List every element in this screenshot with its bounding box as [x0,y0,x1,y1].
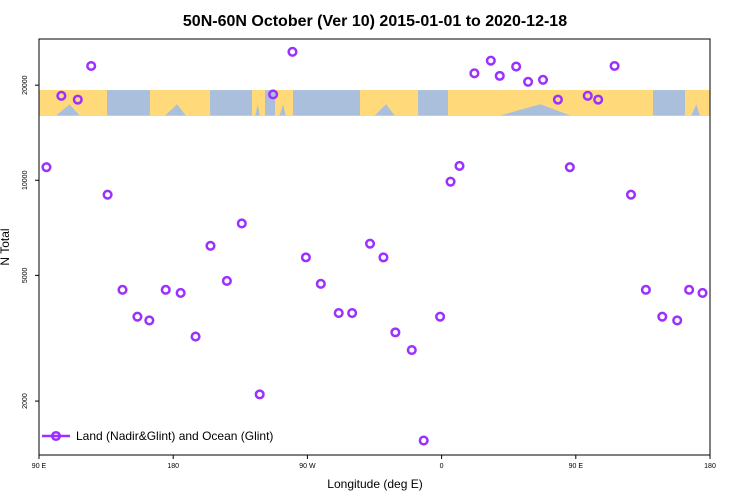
data-point [72,94,83,105]
data-point [609,60,620,72]
y-tick-label-3: 20000 [22,75,29,95]
y-tick-label-1: 5000 [22,267,29,283]
data-point [86,60,97,72]
y-axis-label: N Total [0,228,12,265]
data-point [657,311,668,322]
data-point [593,94,604,105]
data-point [144,315,155,326]
data-point [190,331,201,342]
legend-marker [50,430,62,442]
data-point [268,89,279,100]
data-point [132,311,143,322]
data-point [552,94,563,105]
data-point [625,189,637,200]
band-land-3 [275,90,293,116]
legend-label: Land (Nadir&Glint) and Ocean (Glint) [76,429,273,443]
y-tick-label-2: 10000 [22,170,29,190]
data-point [564,162,575,173]
data-points [41,46,708,446]
data-point [640,284,651,295]
x-tick-label-0: 90 E [32,463,47,470]
y-tick-label-0: 2000 [22,393,29,409]
data-point [445,176,456,187]
data-point [469,68,480,79]
data-point [56,90,67,101]
y-axis: 2000 5000 10000 20000 [22,75,39,409]
data-point [287,46,298,57]
data-point [523,76,534,87]
data-point [494,70,505,81]
data-point [582,90,593,101]
x-axis-label: Longitude (deg E) [327,477,422,491]
data-point [406,345,417,356]
data-point [390,327,401,338]
x-tick-label-3: 0 [440,463,444,470]
chart-title: 50N-60N October (Ver 10) 2015-01-01 to 2… [183,13,567,30]
data-point [333,307,344,319]
data-point [511,61,522,72]
data-point [435,311,446,322]
data-point [160,284,171,295]
band-land-0 [39,90,107,116]
data-point [175,287,186,298]
data-point [378,252,389,263]
data-point [41,162,52,173]
data-point [672,315,683,326]
data-point [454,160,465,171]
data-point [364,238,376,249]
x-axis: 90 E 180 90 W 0 90 E 180 [32,455,716,470]
data-point [254,389,265,400]
x-tick-label-5: 180 [704,463,716,470]
plot-frame [38,38,711,456]
data-point [537,74,549,85]
data-point [300,252,311,263]
data-point [205,240,216,251]
data-point [236,218,247,229]
x-tick-label-1: 180 [167,463,179,470]
data-point [418,435,429,446]
data-point [697,287,708,298]
data-point [684,284,695,295]
x-tick-label-2: 90 W [299,463,316,470]
data-point [117,284,128,295]
band-land-6 [685,90,710,116]
data-point [315,278,326,289]
x-tick-label-4: 90 E [569,463,584,470]
band-land-1 [150,90,210,116]
data-point [221,275,232,287]
band-land-4 [360,90,418,116]
map-band [39,90,710,116]
legend: Land (Nadir&Glint) and Ocean (Glint) [42,429,273,443]
data-point [102,189,113,200]
data-point [347,307,358,319]
data-point [485,55,496,66]
band-land-2 [252,90,265,116]
